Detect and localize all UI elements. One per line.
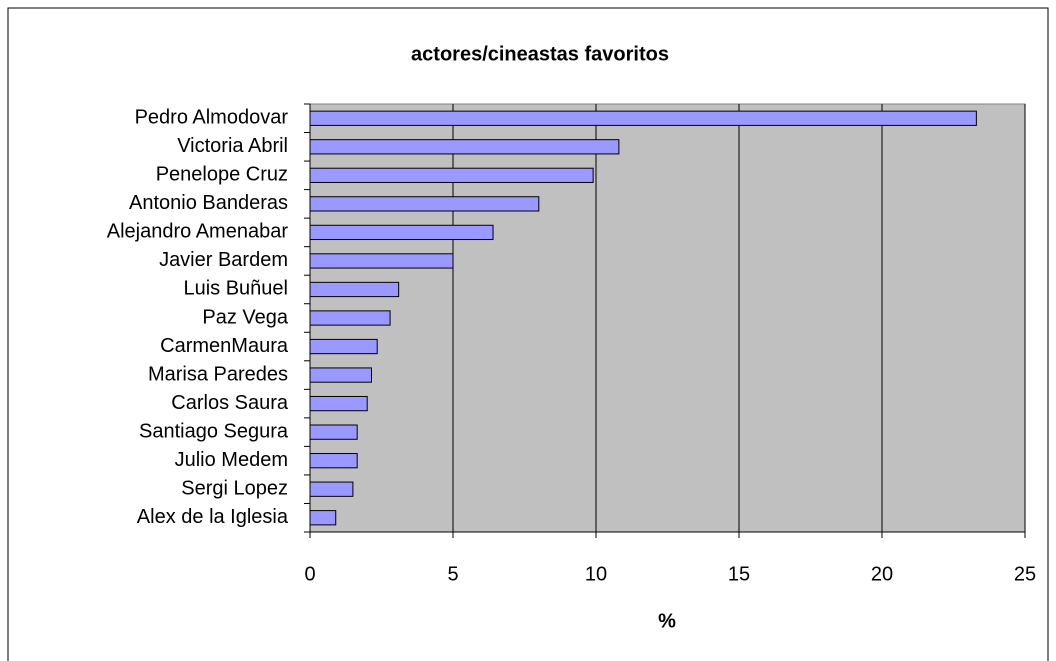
bar [309,310,391,326]
bar [309,139,620,155]
y-tick-label: Julio Medem [175,449,288,471]
y-tick-label: Luis Buñuel [183,278,288,300]
x-tick-label: 25 [1014,563,1036,585]
x-tick-label: 15 [728,563,750,585]
y-tick-label: Antonio Banderas [129,192,288,214]
bar [309,510,337,526]
bar [309,281,400,298]
y-tick-label: CarmenMaura [160,335,289,357]
bar [309,424,358,440]
x-tick-label: 5 [447,563,458,585]
y-tick-label: Santiago Segura [139,420,289,442]
x-axis-label: % [658,610,676,632]
y-tick-label: Alejandro Amenabar [107,221,289,243]
y-tick-label: Sergi Lopez [181,477,288,499]
bar [309,110,977,126]
bar [309,395,368,412]
x-tick-label: 0 [304,563,315,585]
bar [309,367,372,383]
y-tick-label: Alex de la Iglesia [137,506,289,528]
bar [309,167,594,183]
chart-title: actores/cineastas favoritos [411,43,669,65]
y-tick-label: Javier Bardem [159,249,288,271]
bar [309,481,354,497]
bar [309,338,378,355]
y-tick-label: Carlos Saura [171,392,289,414]
bar [309,224,494,241]
x-tick-label: 20 [871,563,893,585]
bar [309,253,454,269]
y-tick-label: Paz Vega [202,306,289,328]
bar [309,453,358,469]
x-tick-label: 10 [585,563,607,585]
y-tick-label: Marisa Paredes [148,363,288,385]
y-tick-label: Pedro Almodovar [135,107,289,129]
y-tick-label: Victoria Abril [177,135,288,157]
bar [309,196,540,212]
y-tick-label: Penelope Cruz [156,164,288,186]
